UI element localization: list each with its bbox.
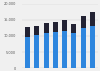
Bar xyxy=(44,33,49,68)
Bar xyxy=(25,36,30,68)
Bar xyxy=(53,32,58,68)
Bar xyxy=(71,33,76,68)
Bar xyxy=(90,12,95,25)
Bar xyxy=(34,26,39,35)
Bar xyxy=(34,35,39,68)
Bar xyxy=(90,25,95,68)
Bar xyxy=(62,31,67,68)
Bar xyxy=(81,28,86,68)
Bar xyxy=(25,27,30,36)
Bar xyxy=(81,15,86,28)
Bar xyxy=(44,23,49,33)
Bar xyxy=(53,22,58,32)
Bar xyxy=(62,20,67,31)
Bar xyxy=(71,24,76,33)
